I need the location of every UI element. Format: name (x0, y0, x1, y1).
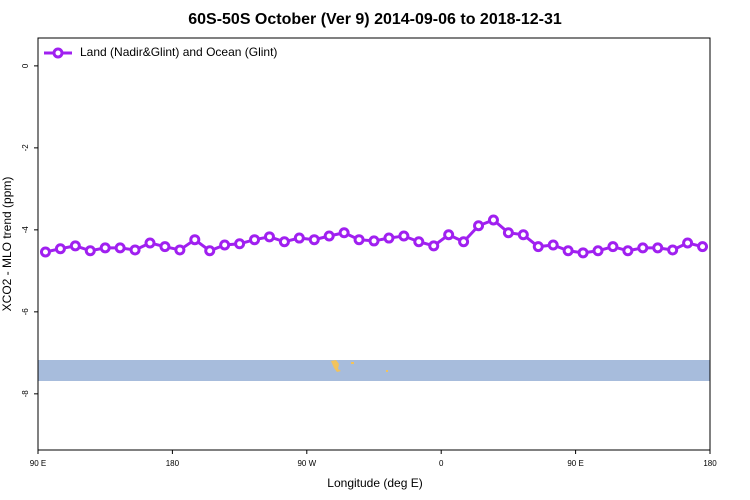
map-land (386, 370, 388, 372)
plot-frame (37, 37, 711, 451)
data-point (54, 243, 66, 255)
data-point (607, 241, 619, 253)
data-point (682, 237, 694, 249)
data-point (129, 244, 141, 256)
y-tick-label: -4 (21, 226, 30, 234)
x-tick-label: 90 W (297, 459, 316, 468)
data-point (637, 242, 649, 254)
y-tick-label: 0 (21, 63, 30, 68)
data-point (622, 245, 634, 257)
map-land (331, 360, 341, 372)
x-tick-label: 180 (166, 459, 180, 468)
data-point (473, 220, 485, 232)
data-point (532, 241, 544, 253)
data-point (144, 237, 156, 249)
data-point (174, 244, 186, 256)
data-point (84, 245, 96, 257)
data-point (204, 245, 216, 257)
y-tick-label: -2 (21, 144, 30, 152)
chart-title: 60S-50S October (Ver 9) 2014-09-06 to 20… (188, 11, 562, 28)
data-point (114, 242, 126, 254)
data-point (697, 241, 709, 253)
x-tick-label: 180 (703, 459, 717, 468)
data-point (413, 236, 425, 248)
data-point (323, 230, 335, 242)
data-point (652, 242, 664, 254)
data-point (547, 239, 559, 251)
data-point (249, 234, 261, 246)
y-tick-label: -6 (21, 308, 30, 316)
legend-label: Land (Nadir&Glint) and Ocean (Glint) (80, 45, 277, 59)
map-land (351, 362, 354, 364)
data-point (502, 227, 514, 239)
data-point (592, 245, 604, 257)
x-axis-label: Longitude (deg E) (327, 476, 422, 490)
data-point (443, 229, 455, 241)
x-tick-label: 90 E (30, 459, 46, 468)
data-point (308, 234, 320, 246)
data-point (562, 245, 574, 257)
x-tick-label: 90 E (567, 459, 583, 468)
data-point (383, 232, 395, 244)
data-point (667, 244, 679, 256)
x-tick-label: 0 (439, 459, 444, 468)
data-point (99, 242, 111, 254)
data-point (368, 235, 380, 247)
data-point (577, 247, 589, 259)
map-ocean-band (38, 360, 710, 381)
data-point (39, 246, 51, 258)
data-point (263, 231, 275, 243)
data-point (338, 227, 350, 239)
data-point (398, 230, 410, 242)
data-point (293, 232, 305, 244)
data-point (69, 240, 81, 252)
legend-marker (52, 47, 64, 59)
data-point (428, 240, 440, 252)
data-point (159, 241, 171, 253)
data-point (487, 214, 499, 226)
data-point (189, 234, 201, 246)
data-point (234, 238, 246, 250)
data-point (353, 234, 365, 246)
y-tick-label: -8 (21, 390, 30, 398)
data-point (517, 229, 529, 241)
y-axis-label: XCO2 - MLO trend (ppm) (0, 177, 14, 312)
data-point (219, 239, 231, 251)
data-point (278, 236, 290, 248)
data-point (458, 236, 470, 248)
